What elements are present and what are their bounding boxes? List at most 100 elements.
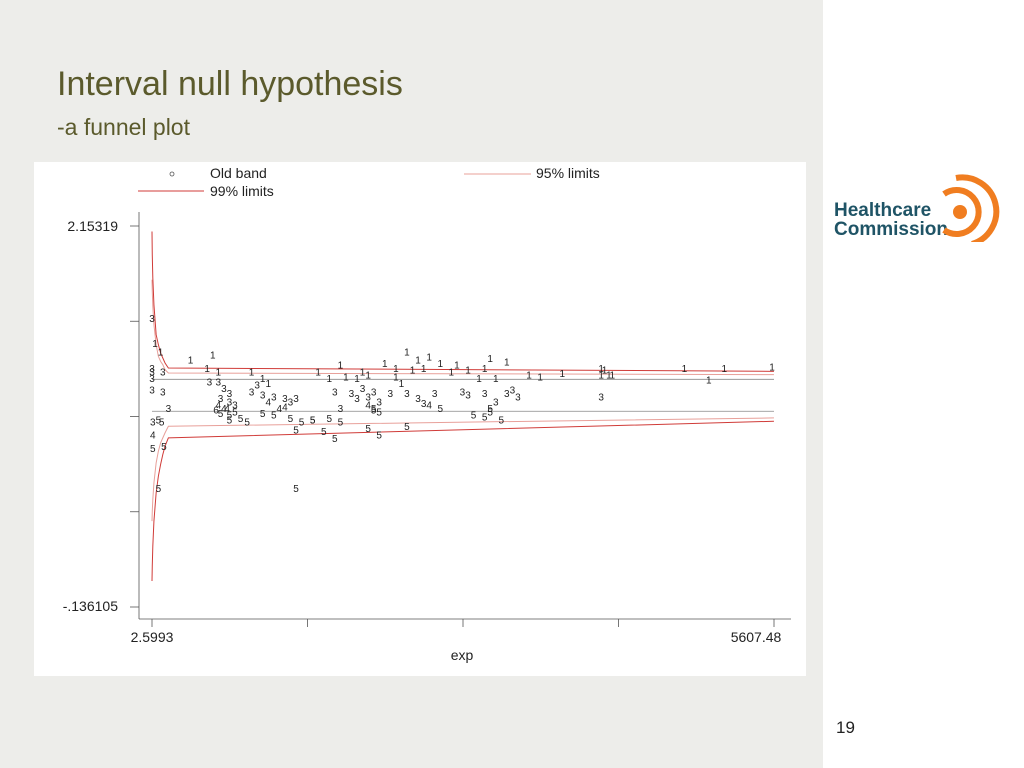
data-point: 4 [216, 401, 222, 412]
data-point: 1 [210, 351, 216, 362]
data-point: 5 [244, 417, 250, 428]
data-point: 3 [160, 367, 166, 378]
data-point: 3 [232, 401, 238, 412]
data-point: 3 [149, 364, 155, 375]
data-point: 1 [410, 366, 416, 377]
legend-label-99: 99% limits [210, 183, 274, 199]
data-point: 1 [315, 367, 321, 378]
data-point: 1 [354, 374, 360, 385]
data-point: 1 [598, 364, 604, 375]
data-point: 1 [260, 374, 266, 385]
data-point: 3 [415, 394, 421, 405]
data-point: 1 [158, 347, 164, 358]
data-point: 3 [150, 417, 156, 428]
data-point: 5 [227, 416, 233, 427]
data-point: 3 [371, 387, 377, 398]
data-point: 3 [260, 391, 266, 402]
logo-line1: Healthcare [834, 200, 931, 221]
y-tick-label-max: 2.15319 [67, 218, 118, 234]
data-point: 5 [499, 416, 505, 427]
data-point: 1 [404, 347, 410, 358]
data-point: 3 [249, 387, 255, 398]
data-point: 1 [152, 339, 158, 350]
data-point: 5 [260, 409, 266, 420]
data-point: 4 [282, 402, 288, 413]
data-point: 3 [421, 399, 427, 410]
data-point: 5 [404, 422, 410, 433]
right-sidebar [823, 0, 1024, 768]
data-point: 1 [393, 364, 399, 375]
data-point: 1 [487, 354, 493, 365]
data-point: 3 [365, 392, 371, 403]
data-point: 5 [376, 431, 382, 442]
legend-label-old-band: Old band [210, 165, 267, 181]
data-point: 3 [282, 394, 288, 405]
data-point: 3 [465, 391, 471, 402]
data-point: 3 [493, 397, 499, 408]
data-point: 3 [349, 389, 355, 400]
limit95-lower-curve [151, 417, 774, 522]
legend-label-95: 95% limits [536, 165, 600, 181]
data-point: 1 [360, 367, 366, 378]
data-point: 1 [537, 372, 543, 383]
data-point: 3 [388, 389, 394, 400]
data-point: 1 [393, 372, 399, 383]
data-point: 3 [160, 387, 166, 398]
legend: Old band 95% limits 99% limits [138, 165, 600, 199]
page-number: 19 [836, 718, 855, 737]
data-point: 5 [238, 414, 244, 425]
data-point: 3 [360, 384, 366, 395]
data-point: 5 [218, 409, 224, 420]
data-point: 5 [310, 416, 316, 427]
data-point: 4 [150, 431, 156, 442]
data-point: 1 [682, 364, 688, 375]
data-point: 1 [426, 352, 432, 363]
data-point: 5 [321, 427, 327, 438]
limit99-lower-curve [151, 420, 774, 582]
data-point: 3 [227, 389, 233, 400]
data-point: 5 [471, 411, 477, 422]
data-point: 3 [354, 394, 360, 405]
data-point: 5 [338, 417, 344, 428]
data-point: 5 [365, 424, 371, 435]
data-point: 1 [526, 371, 532, 382]
data-point: 5 [150, 444, 156, 455]
old-band-lines [152, 378, 774, 412]
data-point: 3 [221, 384, 227, 395]
data-point: 1 [560, 369, 566, 380]
data-point: 4 [265, 397, 271, 408]
logo-line2: Commission [834, 219, 948, 240]
data-point: 1 [437, 359, 443, 370]
funnel-plot: Old band 95% limits 99% limits 2.15319 -… [63, 165, 791, 663]
data-point: 4 [221, 404, 227, 415]
data-point: 5 [376, 407, 382, 418]
data-point: 6 [213, 406, 219, 417]
data-point: 3 [332, 387, 338, 398]
data-point: 1 [365, 371, 371, 382]
data-point: 5 [437, 404, 443, 415]
data-point: 3 [432, 389, 438, 400]
data-point: 3 [482, 389, 488, 400]
limit99-upper-curve [151, 231, 774, 372]
data-point: 1 [399, 379, 405, 390]
data-point: 5 [332, 434, 338, 445]
data-point: 3 [288, 397, 294, 408]
data-point: 1 [482, 364, 488, 375]
data-point: 3 [216, 377, 222, 388]
data-point: 1 [598, 371, 604, 382]
data-point: 5 [310, 416, 316, 427]
data-point: 3 [293, 394, 299, 405]
limit95-upper-curve [151, 279, 774, 376]
data-point: 3 [598, 392, 604, 403]
axis-ticks [130, 225, 775, 627]
data-point: 1 [449, 367, 455, 378]
data-point: 3 [271, 392, 277, 403]
data-point: 1 [338, 361, 344, 372]
data-point: 4 [224, 404, 230, 415]
data-point: 1 [454, 361, 460, 372]
data-point: 3 [149, 314, 155, 325]
data-point: 1 [476, 374, 482, 385]
data-point: 1 [606, 371, 612, 382]
data-point: 5 [161, 442, 167, 453]
